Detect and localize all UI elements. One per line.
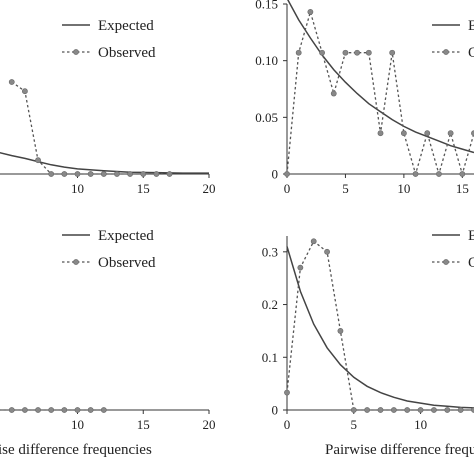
panel-2-x-tick-label: 15: [456, 181, 469, 196]
panel-3-observed-point: [74, 407, 81, 413]
panel-3-legend-expected-label: Expected: [98, 228, 154, 244]
panel-4-series-expected: [286, 246, 474, 409]
panel-1-series-expected: [0, 151, 209, 174]
panel-2-observed-point: [459, 171, 466, 177]
panel-2-legend-observed-label: Observed: [468, 45, 474, 61]
panel-3-x-tick-label: 15: [137, 417, 150, 432]
panel-1-observed-point: [153, 171, 160, 177]
panel-4-observed-point: [364, 407, 371, 413]
panel-1-x-tick-label: 20: [203, 181, 216, 196]
panel-1-observed-point: [8, 79, 15, 85]
panel-4-x-tick-label: 0: [284, 417, 291, 432]
panel-4-observed-point: [457, 407, 464, 413]
panel-4-y-tick-label: 0.2: [262, 297, 278, 312]
panel-1-legend-observed-label: Observed: [98, 45, 156, 61]
panel-1-x-tick-label: 15: [137, 181, 150, 196]
panel-4-observed-point: [324, 248, 330, 255]
panel-3-observed-point: [48, 407, 55, 413]
panel-4-observed-point: [284, 389, 290, 396]
panel-4-y-tick-label: 0.3: [262, 244, 278, 259]
panel-2-observed-point: [295, 49, 302, 56]
panel-1-observed-point: [48, 171, 55, 177]
panel-4-x-axis-label: Pairwise difference frequencies: [325, 442, 474, 458]
panel-2-y-tick-label: 0.10: [255, 53, 278, 68]
panel-2-legend-observed-marker: [443, 49, 449, 55]
panel-2-observed-point: [400, 130, 407, 137]
panel-3-observed-point: [21, 407, 28, 413]
panel-1-observed-point: [74, 171, 81, 177]
panel-1-observed-point: [21, 88, 28, 95]
panel-4-legend-observed-label: Observed: [468, 255, 474, 271]
panel-2-observed-point: [365, 49, 372, 56]
panel-2-observed-point: [342, 49, 349, 56]
panel-2-observed-point: [424, 130, 431, 137]
panel-2-observed-point: [436, 171, 442, 177]
panel-3-legend-observed-marker: [73, 259, 79, 265]
panel-2-observed-point: [447, 130, 454, 137]
panel-1-observed-point: [87, 171, 94, 177]
panel-2-x-tick-label: 5: [342, 181, 349, 196]
panel-2-observed-point: [412, 171, 419, 177]
panel-2-series-expected: [287, 0, 474, 154]
panel-3-x-tick-label: 20: [203, 417, 216, 432]
panel-4-observed-point: [431, 407, 437, 413]
panel-2-y-tick-label: 0.15: [255, 0, 278, 12]
panel-2-observed-point: [354, 49, 361, 56]
panel-3-x-tick-label: 10: [71, 417, 84, 432]
panel-2-x-tick-label: 10: [397, 181, 410, 196]
panel-4-observed-point: [350, 407, 357, 413]
panel-1-observed-point: [166, 171, 173, 177]
panel-1-legend-expected-label: Expected: [98, 18, 154, 34]
panel-2-observed-point: [307, 9, 314, 15]
panel-3-observed-point: [35, 407, 41, 413]
panel-2-y-tick-label: 0: [272, 167, 279, 182]
panel-4-y-tick-label: 0: [272, 403, 279, 418]
panel-4-observed-point: [404, 407, 411, 413]
panel-1-x-tick-label: 10: [71, 181, 84, 196]
panel-4-observed-point: [390, 407, 397, 413]
panel-3-observed-point: [61, 407, 68, 413]
panel-4-x-tick-label: 5: [351, 417, 358, 432]
panel-1-legend-observed-marker: [73, 49, 79, 55]
panel-3-legend-observed-label: Observed: [98, 255, 156, 271]
panel-3-x-axis-label: Pairwise difference frequencies: [0, 442, 152, 458]
panel-2-observed-point: [377, 130, 384, 137]
panel-2-observed-point: [319, 49, 325, 56]
panel-4-observed-point: [444, 407, 451, 413]
panel-1-observed-point: [127, 171, 134, 177]
panel-2-observed-point: [389, 49, 396, 56]
panel-1-observed-point: [35, 157, 41, 164]
panel-2-y-tick-label: 0.05: [255, 110, 278, 125]
panel-4-x-tick-label: 10: [414, 417, 427, 432]
panel-4-y-tick-label: 0.1: [262, 350, 278, 365]
panel-3-observed-point: [87, 407, 94, 413]
panel-2-series-observed: [286, 9, 474, 177]
panel-2-x-tick-label: 0: [284, 181, 291, 196]
panel-4-observed-point: [310, 238, 317, 245]
panel-2-observed-point: [284, 171, 290, 177]
panel-1-observed-point: [61, 171, 68, 177]
panel-2-observed-point: [330, 90, 337, 97]
panel-4-series-observed: [286, 240, 474, 411]
panel-4-observed-point: [377, 407, 384, 413]
panel-3-observed-point: [8, 407, 15, 413]
panel-1-observed-point: [114, 171, 120, 177]
panel-4-legend-expected-label: Expected: [468, 228, 474, 244]
panel-1-observed-point: [100, 171, 107, 177]
panel-4-observed-point: [417, 407, 424, 413]
panel-1-observed-point: [140, 171, 147, 177]
panel-3-observed-point: [100, 407, 107, 413]
panel-2-legend-expected-label: Expected: [468, 18, 474, 34]
panel-4-observed-point: [337, 328, 344, 334]
panel-4-legend-observed-marker: [443, 259, 449, 265]
panel-4-observed-point: [297, 264, 304, 271]
